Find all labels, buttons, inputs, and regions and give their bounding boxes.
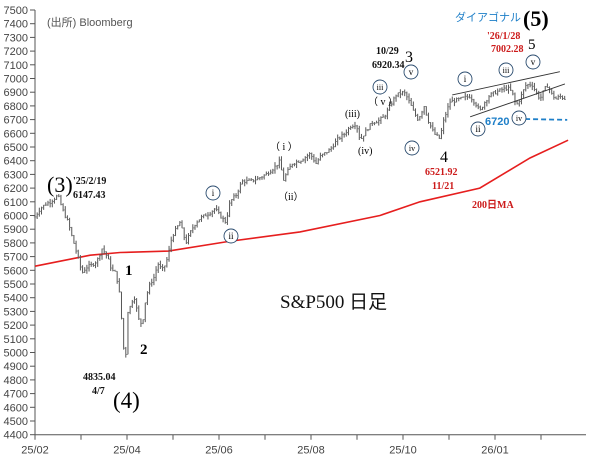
paren-iii: (iii): [345, 109, 360, 120]
y-tick-label: 6100: [4, 197, 28, 209]
wave-2: 2: [140, 342, 148, 358]
circled-ii-a: ii: [223, 228, 239, 244]
y-tick-label: 6900: [4, 87, 28, 99]
y-tick-label: 6300: [4, 169, 28, 181]
y-tick-label: 5200: [4, 320, 28, 332]
x-tick-label: 25/10: [389, 445, 417, 457]
support-label: 6720: [485, 116, 509, 128]
wave-5: 5: [528, 37, 536, 53]
wave-3-value: 6147.43: [73, 190, 106, 201]
y-tick-label: 7000: [4, 74, 28, 86]
svg-text:ii: ii: [475, 124, 481, 134]
y-tick-label: 5000: [4, 348, 28, 360]
chart-title: S&P500 日足: [280, 292, 387, 313]
ma200-line: [34, 139, 569, 267]
circled-i-c: i: [457, 71, 473, 87]
circled-v-b: v: [403, 64, 419, 80]
y-tick-label: 7100: [4, 60, 28, 72]
wave-4-date: 11/21: [432, 181, 454, 192]
y-tick-label: 4900: [4, 361, 28, 373]
circled-iv-b: iv: [404, 140, 420, 156]
wave-4-low-date: 4/7: [92, 386, 105, 397]
circled-ii-c: ii: [470, 121, 486, 137]
y-tick-label: 4800: [4, 375, 28, 387]
circled-iii-b: iii: [372, 79, 388, 95]
x-tick-label: 25/06: [205, 445, 233, 457]
ma200-label: 200日MA: [472, 199, 514, 211]
x-tick-label: 25/08: [297, 445, 325, 457]
wave-4: 4: [440, 149, 448, 166]
svg-text:i: i: [464, 74, 467, 84]
svg-text:v: v: [531, 57, 536, 67]
y-tick-label: 4600: [4, 402, 28, 414]
svg-text:iv: iv: [516, 114, 522, 123]
circled-iv-c: iv: [511, 110, 527, 126]
svg-text:ii: ii: [228, 231, 234, 241]
y-tick-label: 6500: [4, 142, 28, 154]
wave-3: 3: [405, 49, 413, 66]
wave-3-date: '25/2/19: [73, 176, 106, 187]
svg-text:iv: iv: [409, 144, 415, 153]
circled-v-c: v: [525, 54, 541, 70]
wave-5-date: '26/1/28: [487, 31, 520, 42]
ma200-layer: [34, 139, 569, 267]
svg-text:i: i: [212, 188, 215, 198]
y-tick-label: 7200: [4, 46, 28, 58]
wave-5-big: (5): [523, 6, 549, 31]
wave-3-top-value: 6920.34: [372, 60, 405, 71]
y-tick-label: 5600: [4, 265, 28, 277]
wave-4-big: (4): [113, 388, 140, 413]
paren-v: （ v ）: [368, 96, 398, 108]
annotations: (出所) Bloomberg S&P500 日足 (3) '25/2/19 61…: [47, 6, 549, 413]
x-tick-label: 26/01: [481, 445, 509, 457]
y-tick-label: 4400: [4, 430, 28, 442]
channel-upper-line: [452, 71, 560, 96]
wave-5-value: 7002.28: [491, 44, 524, 55]
circled-iii-c: iii: [498, 62, 514, 78]
y-tick-label: 5700: [4, 252, 28, 264]
y-tick-label: 6600: [4, 128, 28, 140]
price-bars: [33, 81, 566, 358]
wave-1: 1: [125, 263, 133, 279]
y-tick-label: 4500: [4, 416, 28, 428]
y-tick-label: 5300: [4, 306, 28, 318]
y-tick-label: 7300: [4, 32, 28, 44]
y-tick-label: 5400: [4, 293, 28, 305]
y-tick-label: 6200: [4, 183, 28, 195]
y-tick-label: 4700: [4, 389, 28, 401]
diagonal-label: ダイアゴナル: [455, 10, 521, 24]
y-tick-label: 6700: [4, 115, 28, 127]
y-tick-label: 5900: [4, 224, 28, 236]
svg-text:iii: iii: [377, 83, 384, 92]
y-tick-label: 5100: [4, 334, 28, 346]
y-tick-label: 6400: [4, 156, 28, 168]
paren-i: （ i ）: [270, 141, 298, 153]
y-tick-label: 5500: [4, 279, 28, 291]
x-axis: 25/02 25/04 25/06 25/08 25/10 26/01: [21, 434, 586, 457]
channel-lower-line: [470, 83, 566, 118]
paren-iv: (iv): [358, 146, 372, 157]
paren-ii: （ii）: [278, 191, 304, 203]
wave-4-value: 6521.92: [425, 167, 458, 178]
svg-text:v: v: [409, 67, 414, 77]
y-tick-label: 6800: [4, 101, 28, 113]
y-tick-label: 7500: [4, 5, 28, 17]
wave-3-big: (3): [47, 172, 73, 197]
y-tick-label: 5800: [4, 238, 28, 250]
wave-3-top-date: 10/29: [376, 46, 399, 57]
svg-text:iii: iii: [503, 66, 510, 75]
x-tick-label: 25/02: [21, 445, 49, 457]
source-label: (出所) Bloomberg: [47, 15, 133, 29]
y-tick-label: 7400: [4, 19, 28, 31]
x-tick-label: 25/04: [113, 445, 141, 457]
y-tick-label: 6000: [4, 211, 28, 223]
wave-4-low-value: 4835.04: [83, 372, 116, 383]
circled-i-a: i: [205, 185, 221, 201]
